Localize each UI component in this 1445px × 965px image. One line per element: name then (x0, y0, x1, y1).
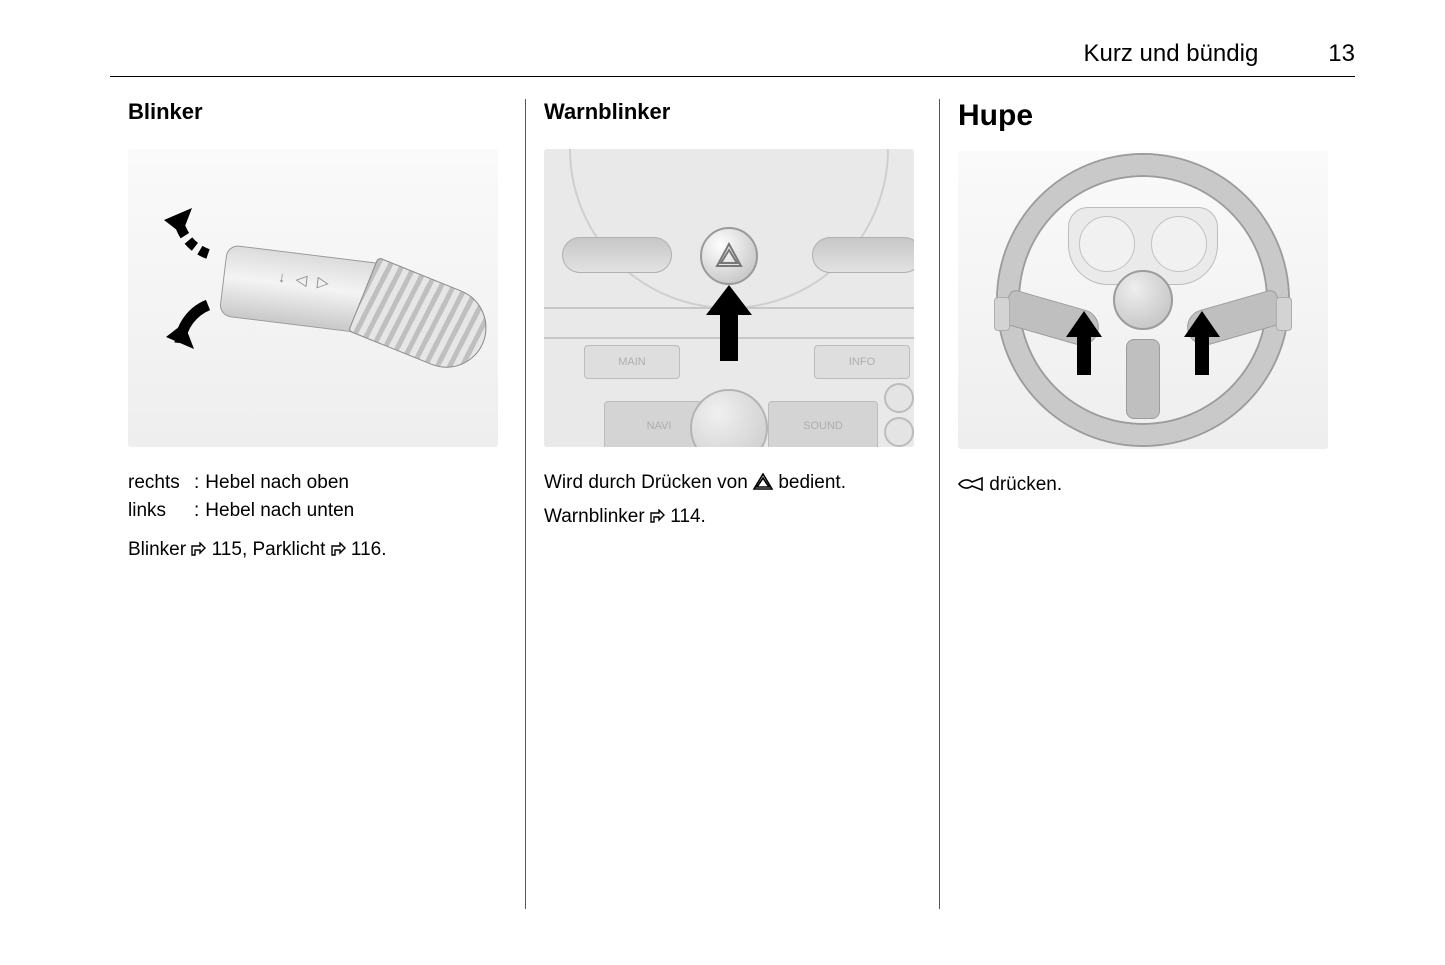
dash-button: MAIN (584, 345, 680, 379)
instruction-text: Wird durch Drücken von bedient. (544, 469, 921, 497)
column-warnblinker: Warnblinker MAIN INFO NAVI SOUND (525, 99, 940, 909)
column-blinker: Blinker ↓ ◁ ▷ rechts : Hebel nac (110, 99, 525, 909)
hazard-button-icon (700, 227, 758, 285)
cross-reference: Blinker 115, Parklicht 116. (128, 536, 507, 564)
def-row: rechts : Hebel nach oben (128, 469, 507, 497)
figure-turn-signal-stalk: ↓ ◁ ▷ (128, 149, 498, 447)
instruction-text: drücken. (958, 471, 1337, 499)
pointer-arrow-icon (1064, 311, 1104, 377)
def-sep: : (194, 469, 199, 497)
hazard-triangle-icon (753, 471, 773, 499)
page-number: 13 (1328, 40, 1355, 68)
heading-blinker: Blinker (128, 99, 507, 125)
cross-reference: Warnblinker 114. (544, 503, 921, 531)
pointer-arrow-icon (1182, 311, 1222, 377)
pointer-arrow-icon (704, 285, 754, 363)
page-header: Kurz und bündig 13 (110, 40, 1355, 77)
def-key: rechts (128, 469, 188, 497)
section-title: Kurz und bündig (1084, 40, 1259, 68)
def-key: links (128, 497, 188, 525)
arrow-down-icon (158, 299, 228, 359)
horn-icon (958, 473, 984, 501)
def-row: links : Hebel nach unten (128, 497, 507, 525)
heading-hupe: Hupe (958, 99, 1337, 133)
figure-steering-wheel (958, 151, 1328, 449)
heading-warnblinker: Warnblinker (544, 99, 921, 125)
figure-hazard-button: MAIN INFO NAVI SOUND (544, 149, 914, 447)
column-hupe: Hupe drücken. (940, 99, 1355, 909)
reference-icon (650, 505, 665, 533)
arrow-up-icon (158, 204, 228, 264)
reference-icon (191, 538, 206, 566)
def-val: Hebel nach oben (205, 469, 349, 497)
reference-icon (331, 538, 346, 566)
def-sep: : (194, 497, 199, 525)
def-val: Hebel nach unten (205, 497, 354, 525)
dash-button: INFO (814, 345, 910, 379)
dash-button: SOUND (768, 401, 878, 447)
